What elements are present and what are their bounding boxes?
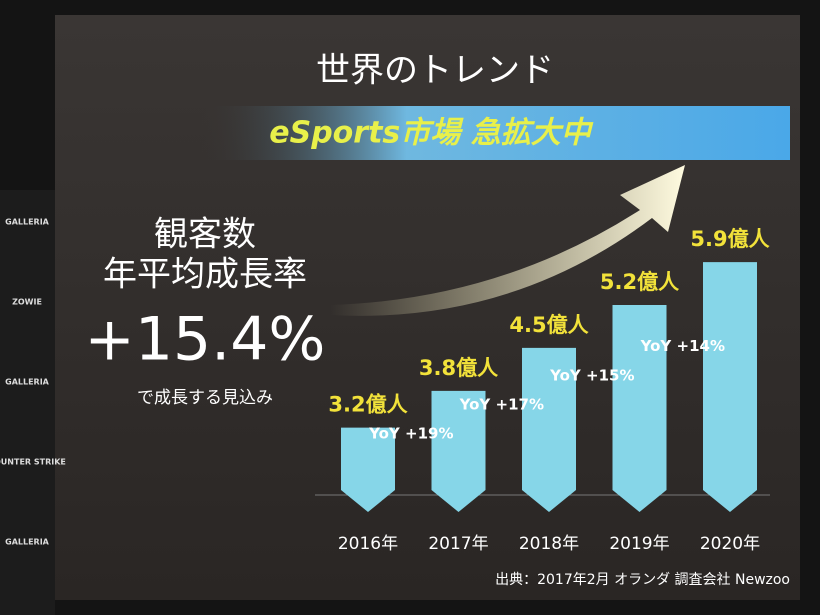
source: 出典：2017年2月 オランダ 調査会社 Newzoo: [495, 572, 790, 588]
bar: [703, 262, 757, 512]
growth-label: 年平均成長率: [103, 255, 307, 295]
yoy-label: YoY +15%: [549, 366, 634, 384]
sponsor-logo: GALLERIA: [5, 378, 50, 387]
chart-title: 世界のトレンド: [316, 51, 554, 91]
value-label: 5.2億人: [600, 270, 679, 294]
bar: [522, 347, 576, 512]
banner: [200, 106, 790, 160]
yoy-label: YoY +19%: [368, 425, 453, 443]
value-label: 3.8億人: [419, 356, 498, 380]
trend-arrow: [330, 165, 685, 316]
value-label: 4.5億人: [509, 313, 588, 337]
sponsor-logo: COUNTER STRIKE: [0, 458, 66, 467]
x-tick-label: 2020年: [700, 534, 760, 554]
growth-value: +15.4%: [85, 305, 326, 375]
x-tick-label: 2016年: [338, 534, 398, 554]
sponsor-logo: ZOWIE: [12, 298, 42, 307]
growth-note: で成長する見込み: [137, 388, 273, 408]
bar: [431, 390, 486, 512]
bar: [341, 427, 395, 512]
x-tick-label: 2018年: [519, 534, 579, 554]
metric-label: 観客数: [154, 215, 256, 255]
sponsor-logo: GALLERIA: [5, 538, 50, 547]
subtitle: eSports市場 急拡大中: [269, 116, 593, 151]
value-label: 5.9億人: [690, 227, 769, 251]
yoy-label: YoY +14%: [640, 337, 725, 355]
bar: [612, 305, 667, 512]
x-tick-label: 2019年: [609, 534, 669, 554]
x-tick-label: 2017年: [428, 534, 488, 554]
sponsor-logo: GALLERIA: [5, 218, 50, 227]
yoy-label: YoY +17%: [459, 395, 544, 413]
sponsor-panel: [0, 190, 55, 615]
value-label: 3.2億人: [328, 393, 407, 417]
